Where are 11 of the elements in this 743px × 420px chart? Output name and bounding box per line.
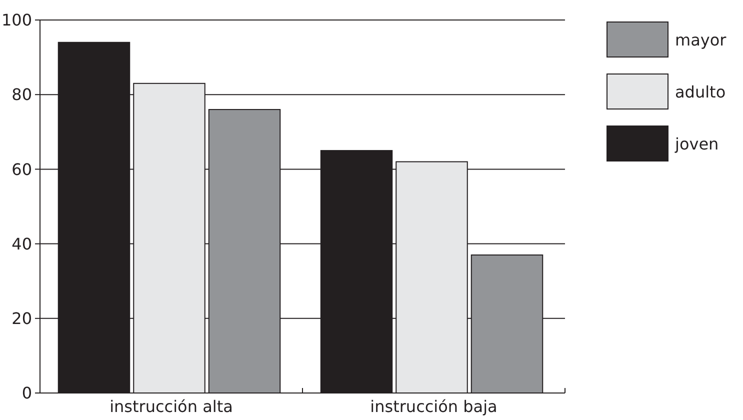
y-tick-label: 40	[12, 234, 32, 254]
legend-label: mayor	[675, 30, 727, 50]
y-tick-label: 20	[12, 309, 32, 328]
y-tick-label: 80	[12, 85, 32, 104]
x-tick-label: instrucción baja	[370, 397, 498, 416]
y-tick-label: 0	[22, 384, 32, 403]
y-tick-label: 100	[1, 10, 32, 30]
x-tick-label: instrucción alta	[110, 397, 233, 416]
legend-label: joven	[674, 134, 719, 154]
y-tick-label: 60	[12, 160, 32, 179]
legend-label: adulto	[675, 82, 726, 102]
